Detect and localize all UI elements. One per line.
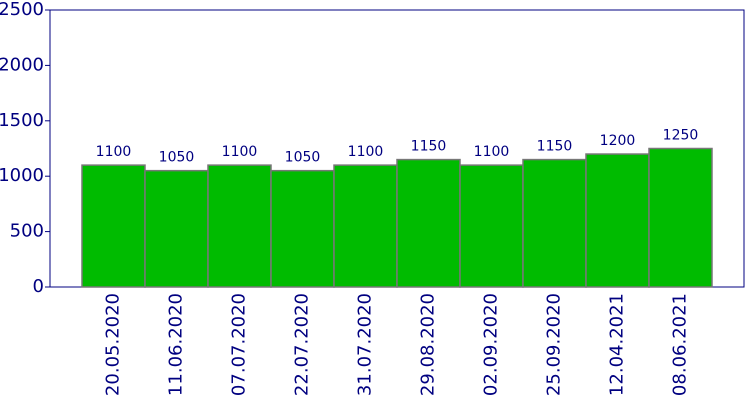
y-tick-label: 1500 (0, 110, 44, 131)
value-label: 1100 (96, 144, 132, 160)
x-tick-label: 22.07.2020 (292, 293, 313, 396)
x-tick-label: 12.04.2021 (607, 293, 628, 396)
x-tick-label: 11.06.2020 (166, 293, 187, 396)
y-tick-label: 2000 (0, 54, 44, 75)
value-label: 1100 (348, 144, 384, 160)
bar (648, 147, 713, 288)
bar (522, 158, 587, 288)
bar (270, 169, 335, 288)
x-tick-label: 02.09.2020 (481, 293, 502, 396)
value-label: 1100 (222, 144, 258, 160)
value-label: 1050 (285, 150, 321, 166)
bar (144, 169, 209, 288)
y-tick-label: 1000 (0, 165, 44, 186)
bar (585, 153, 650, 288)
value-label: 1150 (537, 139, 573, 155)
value-label: 1150 (411, 139, 447, 155)
x-tick-label: 08.06.2021 (670, 293, 691, 396)
value-label: 1250 (663, 128, 699, 144)
value-label: 1050 (159, 150, 195, 166)
bar (207, 164, 272, 288)
value-label: 1200 (600, 133, 636, 149)
y-tick-label: 500 (10, 221, 44, 242)
y-tick-label: 0 (33, 276, 44, 297)
x-tick-label: 25.09.2020 (544, 293, 565, 396)
value-label: 1100 (474, 144, 510, 160)
x-tick-label: 29.08.2020 (418, 293, 439, 396)
bar (333, 164, 398, 288)
bar (81, 164, 146, 288)
bar (459, 164, 524, 288)
y-tick-label: 2500 (0, 0, 44, 20)
x-tick-label: 31.07.2020 (355, 293, 376, 396)
x-tick-label: 07.07.2020 (229, 293, 250, 396)
x-tick-label: 20.05.2020 (103, 293, 124, 396)
bar (396, 158, 461, 288)
